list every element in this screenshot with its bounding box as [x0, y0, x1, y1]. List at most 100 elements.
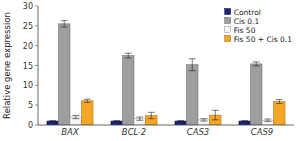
error-bar — [200, 119, 207, 121]
legend-label: Control — [234, 8, 261, 17]
error-cap — [49, 120, 56, 121]
error-cap — [72, 115, 79, 116]
error-cap — [276, 103, 283, 104]
error-bar — [276, 100, 283, 104]
y-tick — [35, 25, 38, 26]
legend-label: Fis 50 + Cis 0.1 — [234, 35, 293, 44]
error-cap — [189, 58, 196, 59]
chart: 0 5 10 15 20 25 30 BAX BCL-2 CAS3 CAS9 Relative gen… — [0, 0, 300, 141]
error-line — [128, 53, 129, 58]
error-cap — [84, 102, 91, 103]
legend-swatch — [225, 18, 231, 24]
error-bar — [253, 62, 260, 66]
bar — [122, 56, 134, 125]
error-line — [279, 100, 280, 104]
error-cap — [264, 121, 271, 122]
error-cap — [253, 65, 260, 66]
y-tick — [35, 65, 38, 66]
y-tick — [35, 85, 38, 86]
error-cap — [200, 118, 207, 119]
y-tick-label: 30 — [23, 2, 33, 11]
x-tick-label: BAX — [61, 127, 79, 137]
bar — [186, 65, 198, 125]
error-cap — [212, 110, 219, 111]
bar — [274, 102, 286, 125]
y-tick-label: 15 — [23, 62, 33, 71]
error-cap — [200, 121, 207, 122]
error-cap — [241, 120, 248, 121]
legend: ControlCis 0.1Fis 50Fis 50 + Cis 0.1 — [225, 8, 293, 44]
error-cap — [125, 57, 132, 58]
error-bar — [113, 120, 120, 122]
error-cap — [189, 70, 196, 71]
error-line — [267, 119, 268, 121]
y-tick-label: 20 — [23, 42, 33, 51]
error-cap — [177, 120, 184, 121]
bar — [239, 121, 251, 125]
error-bar — [264, 119, 271, 121]
error-cap — [113, 120, 120, 121]
error-cap — [148, 118, 155, 119]
bar — [47, 121, 59, 125]
error-cap — [241, 121, 248, 122]
error-cap — [125, 53, 132, 54]
error-line — [203, 119, 204, 121]
y-tick-label: 25 — [23, 22, 33, 31]
legend-swatch — [225, 27, 231, 33]
error-cap — [61, 27, 68, 28]
bar — [82, 101, 94, 125]
legend-swatch — [225, 9, 231, 15]
x-tick-label: BCL-2 — [122, 127, 146, 137]
y-tick — [35, 45, 38, 46]
error-cap — [264, 119, 271, 120]
error-bar — [125, 53, 132, 58]
bar — [250, 64, 262, 125]
error-bar — [212, 110, 219, 120]
y-axis-label: Relative gene expression — [2, 12, 12, 119]
error-bar — [49, 120, 56, 122]
error-line — [256, 62, 257, 66]
error-bar — [84, 99, 91, 102]
error-cap — [113, 121, 120, 122]
error-bar — [136, 117, 143, 120]
error-line — [192, 59, 193, 71]
error-cap — [136, 117, 143, 118]
error-line — [215, 110, 216, 120]
x-tick-label: CAS9 — [251, 127, 274, 137]
error-cap — [84, 99, 91, 100]
error-bar — [61, 21, 68, 27]
error-cap — [136, 120, 143, 121]
error-cap — [212, 119, 219, 120]
legend-swatch — [225, 36, 231, 42]
error-line — [151, 112, 152, 118]
error-cap — [177, 121, 184, 122]
error-line — [64, 21, 65, 27]
error-cap — [72, 118, 79, 119]
chart-container: 0 5 10 15 20 25 30 BAX BCL-2 CAS3 CAS9 Relative gen… — [0, 0, 300, 141]
y-tick — [35, 125, 38, 126]
bar — [58, 24, 70, 125]
legend-label: Cis 0.1 — [234, 17, 260, 26]
error-line — [75, 115, 76, 118]
y-tick — [35, 6, 38, 7]
error-cap — [61, 20, 68, 21]
y-tick-label: 10 — [23, 81, 33, 90]
y-tick-label: 5 — [28, 101, 33, 110]
bar — [111, 121, 123, 125]
error-cap — [253, 61, 260, 62]
x-tick-label: CAS3 — [187, 127, 210, 137]
error-bar — [72, 115, 79, 118]
x-axis-line — [38, 125, 294, 126]
error-cap — [148, 112, 155, 113]
legend-label: Fis 50 — [234, 26, 256, 35]
error-cap — [276, 99, 283, 100]
error-bar — [177, 120, 184, 122]
error-bar — [189, 59, 196, 71]
bar — [175, 121, 187, 125]
error-line — [87, 99, 88, 102]
error-bar — [148, 112, 155, 118]
error-line — [139, 117, 140, 120]
error-bar — [241, 120, 248, 122]
y-tick-label: 0 — [28, 121, 33, 130]
error-cap — [49, 121, 56, 122]
